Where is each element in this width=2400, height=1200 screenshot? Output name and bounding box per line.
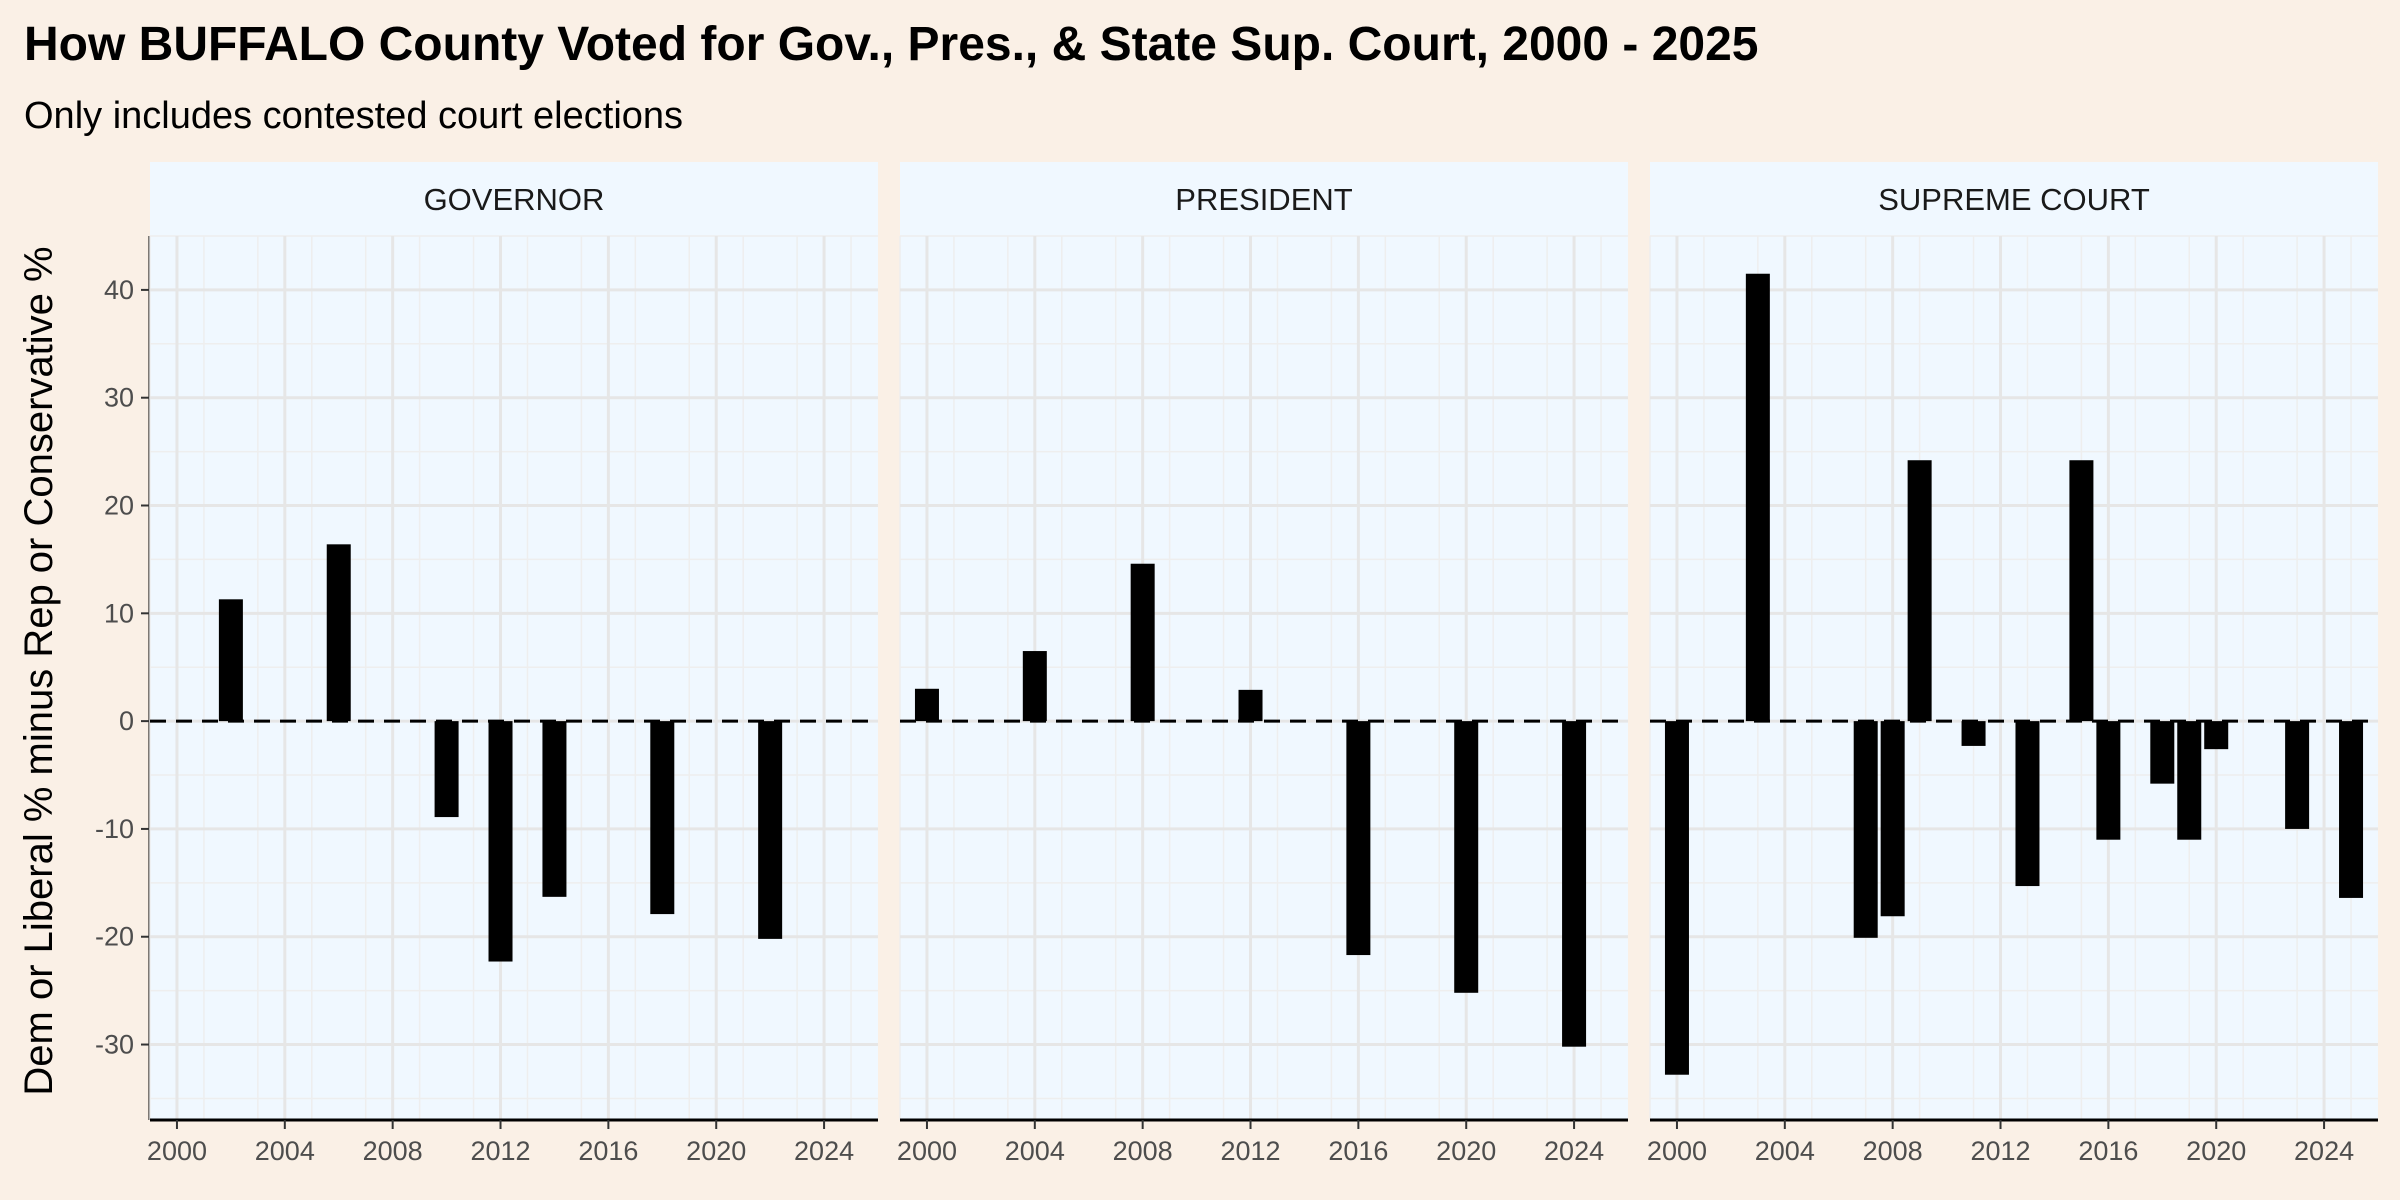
bar: [2069, 460, 2094, 722]
bar: [488, 721, 513, 962]
bar: [650, 721, 675, 915]
x-tick-label: 2000: [147, 1136, 207, 1166]
bar: [2015, 721, 2040, 887]
x-tick-label: 2016: [1328, 1136, 1388, 1166]
bar: [542, 721, 567, 897]
bar: [1562, 721, 1587, 1047]
bar: [2096, 721, 2121, 840]
x-tick-label: 2020: [686, 1136, 746, 1166]
x-tick-label: 2000: [1647, 1136, 1707, 1166]
x-tick-label: 2024: [794, 1136, 854, 1166]
x-tick-label: 2012: [1220, 1136, 1280, 1166]
bar: [218, 599, 243, 722]
y-tick-label: 30: [104, 383, 134, 413]
x-tick-label: 2004: [255, 1136, 315, 1166]
bar: [1745, 273, 1770, 722]
bar: [1961, 721, 1986, 746]
x-tick-label: 2020: [1436, 1136, 1496, 1166]
y-tick-label: -20: [95, 922, 134, 952]
y-tick-label: 40: [104, 275, 134, 305]
y-axis-title: Dem or Liberal % minus Rep or Conservati…: [17, 246, 61, 1095]
bar: [1853, 721, 1878, 938]
x-tick-label: 2004: [1005, 1136, 1065, 1166]
x-tick-label: 2012: [1970, 1136, 2030, 1166]
facet-strip: [900, 162, 1628, 236]
y-tick-label: -10: [95, 814, 134, 844]
bar: [1664, 721, 1689, 1075]
x-tick-label: 2024: [1544, 1136, 1604, 1166]
bar: [1880, 721, 1905, 917]
bar: [1454, 721, 1479, 993]
bar: [2339, 721, 2364, 898]
x-tick-label: 2008: [1113, 1136, 1173, 1166]
bar: [1238, 689, 1263, 722]
x-tick-label: 2012: [470, 1136, 530, 1166]
bar: [1022, 651, 1047, 722]
bar: [2204, 721, 2229, 750]
panel-background: [900, 236, 1628, 1120]
bar: [2177, 721, 2202, 840]
x-tick-label: 2016: [578, 1136, 638, 1166]
x-tick-label: 2008: [363, 1136, 423, 1166]
y-tick-label: 20: [104, 491, 134, 521]
bar: [326, 544, 351, 722]
bar: [1346, 721, 1371, 956]
chart-title: How BUFFALO County Voted for Gov., Pres.…: [24, 18, 1759, 71]
x-tick-label: 2024: [2294, 1136, 2354, 1166]
panel-background: [1650, 236, 2378, 1120]
y-tick-label: 0: [119, 706, 134, 736]
bar: [2285, 721, 2310, 829]
bar: [914, 688, 939, 722]
panel-background: [150, 236, 878, 1120]
bar: [1130, 563, 1155, 722]
chart-subtitle: Only includes contested court elections: [24, 95, 683, 137]
facet-strip-label: PRESIDENT: [1175, 182, 1352, 217]
y-tick-label: -30: [95, 1030, 134, 1060]
bar: [1907, 460, 1932, 722]
x-tick-label: 2020: [2186, 1136, 2246, 1166]
facet-strip: [1650, 162, 2378, 236]
facet-strip: [150, 162, 878, 236]
x-tick-label: 2004: [1755, 1136, 1815, 1166]
y-tick-label: 10: [104, 598, 134, 628]
x-tick-label: 2000: [897, 1136, 957, 1166]
bar: [434, 721, 459, 818]
x-tick-label: 2016: [2078, 1136, 2138, 1166]
facet-strip-label: GOVERNOR: [424, 182, 605, 217]
bar: [2150, 721, 2175, 784]
bar: [758, 721, 783, 939]
x-tick-label: 2008: [1863, 1136, 1923, 1166]
facet-strip-label: SUPREME COURT: [1878, 182, 2150, 217]
